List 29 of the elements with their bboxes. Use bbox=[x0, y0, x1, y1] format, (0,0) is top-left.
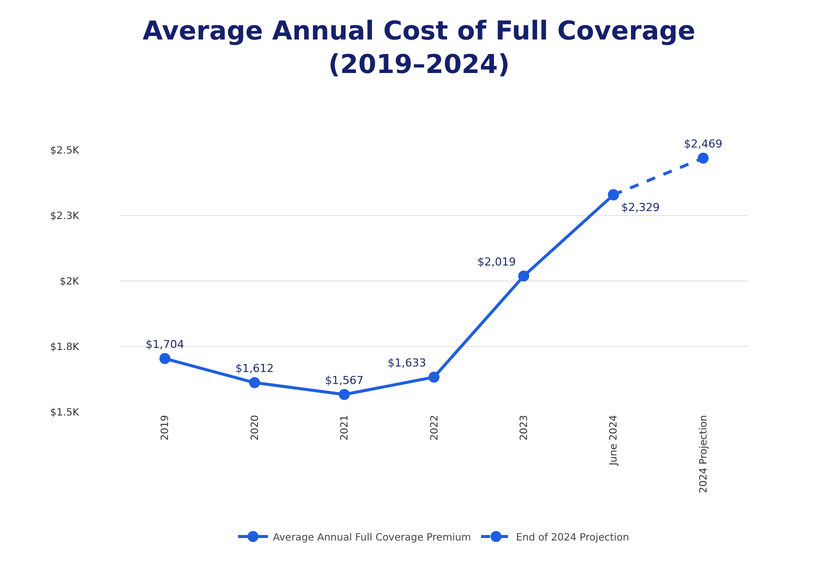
data-label: $1,633 bbox=[388, 356, 426, 370]
point bbox=[338, 388, 350, 400]
point bbox=[428, 372, 440, 383]
x-tick-label: June 2024 bbox=[608, 415, 620, 466]
point bbox=[698, 152, 709, 164]
x-tick-label: 2020 bbox=[250, 415, 261, 440]
x-tick-label: 2019 bbox=[160, 415, 172, 440]
point bbox=[608, 189, 619, 200]
data-label: $1,704 bbox=[146, 338, 184, 351]
data-label: $2,469 bbox=[684, 137, 722, 150]
data-label: $2,019 bbox=[477, 255, 516, 268]
point bbox=[249, 377, 260, 388]
x-tick-label: 2022 bbox=[429, 415, 440, 440]
data-label: $2,329 bbox=[621, 200, 660, 214]
point bbox=[159, 353, 170, 364]
data-label: $1,567 bbox=[325, 374, 364, 387]
legend-label: Average Annual Full Coverage Premium bbox=[273, 532, 472, 544]
y-tick-label: $1.8K bbox=[50, 342, 80, 353]
x-tick-label: 2023 bbox=[518, 415, 530, 440]
legend-label: End of 2024 Projection bbox=[516, 532, 630, 544]
y-tick-label: $2.5K bbox=[50, 146, 80, 156]
chart-title: Average Annual Cost of Full Coverage (2019–2024) bbox=[142, 16, 696, 80]
y-tick-label: $1.5K bbox=[50, 408, 80, 418]
point bbox=[518, 270, 530, 282]
y-tick-label: $2.3K bbox=[50, 211, 80, 222]
x-tick-label: 2021 bbox=[340, 415, 351, 440]
y-tick-label: $2K bbox=[60, 276, 80, 288]
data-label: $1,612 bbox=[235, 362, 274, 376]
x-tick-label: 2024 Projection bbox=[698, 415, 710, 494]
